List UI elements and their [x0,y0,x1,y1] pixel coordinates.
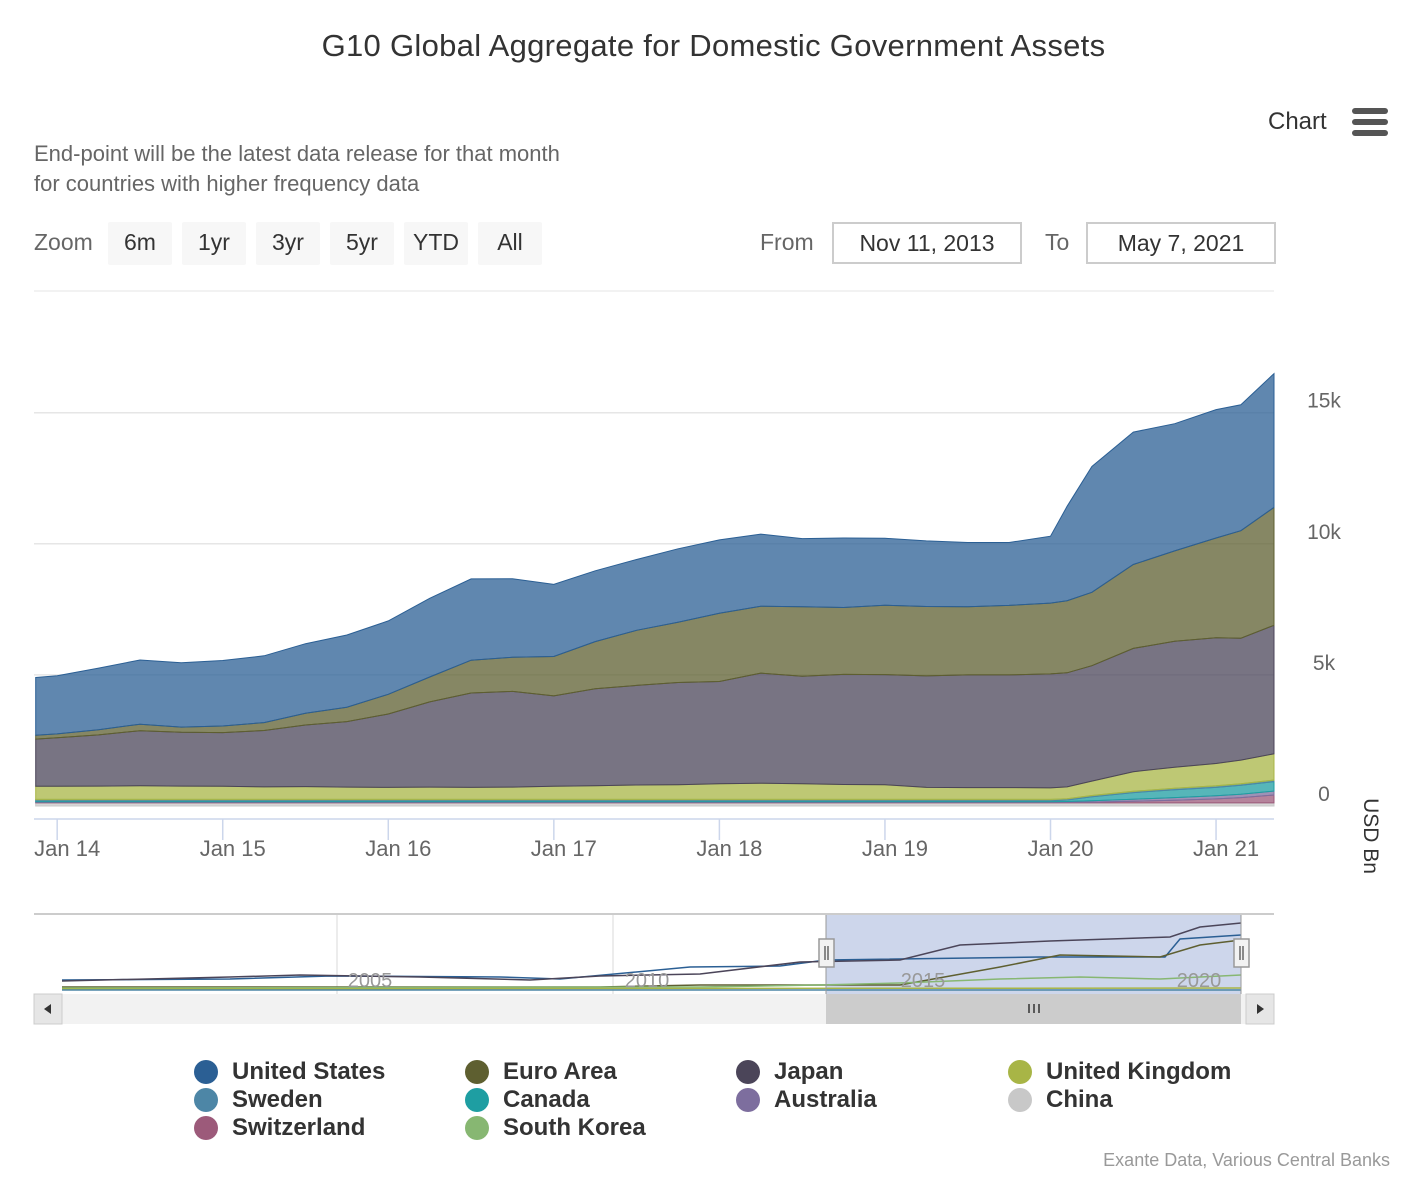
legend-label: United Kingdom [1046,1058,1232,1085]
subtitle-line-2: for countries with higher frequency data [34,171,420,196]
legend-marker-icon [1008,1088,1032,1112]
legend-label: South Korea [503,1114,646,1141]
x-axis: Jan 14 Jan 15 Jan 16 Jan 17 Jan 18 Jan 19 Jan … [34,818,1274,861]
legend-label: Euro Area [503,1058,617,1085]
legend-marker-icon [1008,1060,1032,1084]
legend-label: Australia [774,1086,877,1113]
legend-label: United States [232,1058,386,1085]
navigator[interactable]: 2005 2010 2015 2020 [0,905,1414,1030]
from-date-input[interactable]: Nov 11, 2013 [832,222,1022,264]
zoom-button-ytd[interactable]: YTD [404,222,468,265]
legend-label: Japan [774,1058,844,1085]
to-date-input[interactable]: May 7, 2021 [1086,222,1276,264]
zoom-button-5yr[interactable]: 5yr [330,222,394,265]
legend-marker-icon [736,1060,760,1084]
chart-credits[interactable]: Exante Data, Various Central Banks [1103,1150,1390,1170]
legend-marker-icon [736,1088,760,1112]
legend-marker-icon [194,1116,218,1140]
navigator-year-label: 2005 [348,970,393,992]
chart-menu[interactable]: Chart [1262,104,1392,144]
navigator-year-label: 2010 [625,970,670,992]
navigator-handle-left[interactable] [818,938,835,968]
legend-label: Canada [503,1086,590,1113]
arrow-left-icon[interactable] [44,1004,51,1014]
legend-marker-icon [194,1060,218,1084]
navigator-series-line [61,974,1242,989]
main-chart[interactable]: Jan 14 Jan 15 Jan 16 Jan 17 Jan 18 Jan 19 Jan … [0,280,1414,880]
navigator-selection[interactable] [826,915,1241,995]
x-tick-label: Jan 14 [34,836,100,861]
x-tick-label: Jan 21 [1193,836,1259,861]
chart-subtitle: End-point will be the latest data releas… [34,139,560,199]
navigator-handle-right[interactable] [1233,938,1250,968]
chart-title: G10 Global Aggregate for Domestic Govern… [321,28,1106,63]
legend-label: Switzerland [232,1114,366,1141]
navigator-series-line [61,922,1242,982]
navigator-year-label: 2020 [1177,970,1222,992]
y-axis: 0 5k 10k 15k [1307,390,1341,806]
chart-legend: United States Euro Area Japan United Kin… [0,1052,1414,1142]
zoom-button-all[interactable]: All [478,222,542,265]
x-tick-label: Jan 18 [696,836,762,861]
arrow-right-icon[interactable] [1257,1004,1264,1014]
to-label: To [1045,229,1070,255]
navigator-labels: 2005 2010 2015 2020 [348,970,1222,992]
y-tick-label: 5k [1313,652,1336,675]
zoom-button-6m[interactable]: 6m [108,222,172,265]
navigator-series-line [61,987,1242,990]
x-tick-label: Jan 20 [1027,836,1093,861]
y-tick-label: 15k [1307,390,1341,413]
navigator-series [61,922,1242,991]
scroll-right-button[interactable] [1245,993,1275,1025]
x-tick-label: Jan 19 [862,836,928,861]
legend-marker-icon [465,1060,489,1084]
navigator-series-line [62,939,1242,988]
legend-label: Sweden [232,1086,323,1113]
legend-marker-icon [194,1088,218,1112]
legend-label: China [1046,1086,1113,1113]
hamburger-icon[interactable] [1352,108,1388,136]
legend-marker-icon [465,1116,489,1140]
scroll-left-button[interactable] [33,993,63,1025]
x-tick-label: Jan 16 [365,836,431,861]
zoom-button-3yr[interactable]: 3yr [256,222,320,265]
legend-marker-icon [465,1088,489,1112]
from-label: From [760,229,814,255]
area-series-united-states[interactable] [35,372,1275,736]
chart-menu-label[interactable]: Chart [1268,108,1327,135]
y-tick-label: 0 [1318,783,1330,806]
navigator-year-label: 2015 [901,970,946,992]
stacked-areas[interactable] [35,372,1275,807]
y-axis-title: USD Bn [1359,798,1382,874]
zoom-label: Zoom [34,229,93,255]
y-tick-label: 10k [1307,521,1341,544]
x-tick-label: Jan 17 [531,836,597,861]
zoom-button-1yr[interactable]: 1yr [182,222,246,265]
x-tick-label: Jan 15 [200,836,266,861]
subtitle-line-1: End-point will be the latest data releas… [34,141,560,166]
scrollbar-grip-icon[interactable] [1028,1004,1040,1013]
